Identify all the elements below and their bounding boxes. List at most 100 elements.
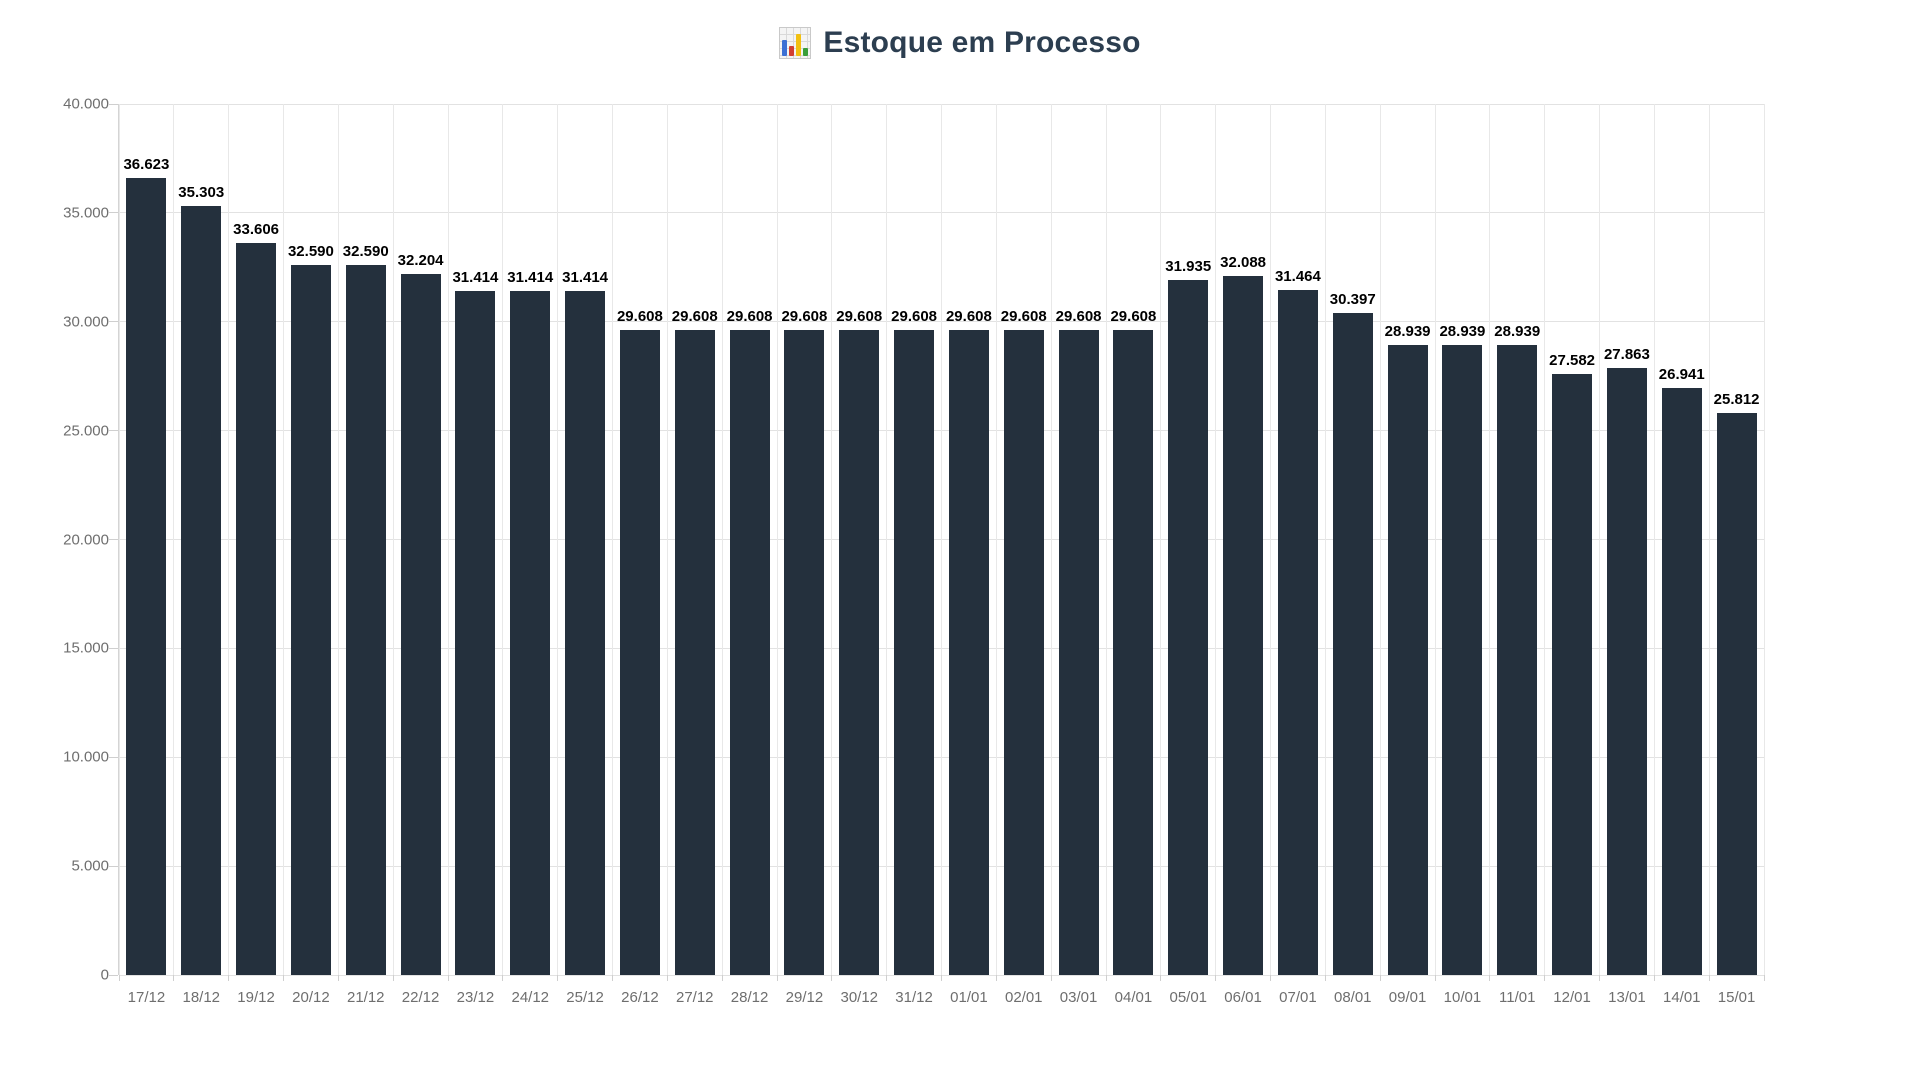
x-axis-tick-label: 24/12	[511, 989, 550, 1006]
bar-value-label: 29.608	[945, 308, 992, 325]
x-gridline	[173, 104, 175, 975]
bar-value-label: 32.204	[397, 252, 444, 269]
bar[interactable]	[948, 330, 989, 975]
x-axis-tick-label: 08/01	[1333, 989, 1372, 1006]
x-gridline	[502, 104, 504, 975]
bar[interactable]	[290, 265, 331, 975]
x-axis-tick	[447, 975, 449, 981]
y-axis-tick-label: 35.000	[63, 204, 109, 222]
bar[interactable]	[1387, 345, 1428, 975]
bar-value-label: 29.608	[726, 308, 773, 325]
y-axis-tick	[109, 430, 118, 432]
x-gridline	[666, 104, 668, 975]
bar[interactable]	[345, 265, 386, 975]
bar-value-label: 31.935	[1165, 258, 1212, 275]
bar[interactable]	[1552, 374, 1593, 975]
x-gridline	[1379, 104, 1381, 975]
bar[interactable]	[1113, 330, 1154, 975]
bar-value-label: 29.608	[891, 308, 938, 325]
bar-value-label: 28.939	[1439, 323, 1486, 340]
bar[interactable]	[236, 243, 277, 975]
x-axis-tick	[228, 975, 230, 981]
x-gridline	[228, 104, 230, 975]
y-axis-tick	[109, 212, 118, 214]
bar[interactable]	[1223, 276, 1264, 975]
bar[interactable]	[1003, 330, 1044, 975]
chart-title: Estoque em Processo	[823, 26, 1141, 59]
bar-value-label: 29.608	[1110, 308, 1157, 325]
x-axis-tick-label: 06/01	[1224, 989, 1262, 1006]
bar[interactable]	[784, 330, 825, 975]
y-axis-tick-label: 25.000	[63, 422, 109, 440]
bar[interactable]	[619, 330, 660, 975]
bar[interactable]	[1442, 345, 1483, 975]
x-axis-tick	[1653, 975, 1655, 981]
bar-value-label: 27.863	[1603, 346, 1650, 363]
bar[interactable]	[126, 178, 167, 975]
bar-value-label: 36.623	[123, 156, 170, 173]
x-axis-tick	[1160, 975, 1162, 981]
x-axis-tick	[1489, 975, 1491, 981]
x-gridline	[118, 104, 120, 975]
bar-value-label: 26.941	[1658, 366, 1705, 383]
x-gridline	[1544, 104, 1546, 975]
x-axis-tick-label: 05/01	[1169, 989, 1208, 1006]
x-axis-tick	[1105, 975, 1107, 981]
bar[interactable]	[1332, 313, 1373, 975]
x-axis-tick	[831, 975, 833, 981]
bar[interactable]	[839, 330, 880, 975]
x-axis-tick	[941, 975, 942, 981]
x-gridline	[1763, 104, 1765, 975]
bar-value-label: 25.812	[1713, 391, 1760, 408]
bar[interactable]	[1277, 290, 1318, 975]
bar-value-label: 32.590	[342, 243, 389, 260]
x-axis-tick-label: 15/01	[1717, 989, 1756, 1006]
bar[interactable]	[510, 291, 551, 975]
bar[interactable]	[1716, 413, 1757, 975]
x-axis-tick	[557, 975, 559, 981]
bar[interactable]	[1661, 388, 1702, 975]
bar[interactable]	[455, 291, 496, 975]
bar[interactable]	[1606, 368, 1647, 975]
x-axis-tick	[612, 975, 613, 981]
x-axis-tick-label: 18/12	[182, 989, 221, 1006]
x-axis-tick	[392, 975, 394, 981]
bar[interactable]	[1168, 280, 1209, 975]
x-gridline	[392, 104, 394, 975]
x-axis-tick	[173, 975, 175, 981]
x-axis-tick	[118, 975, 120, 981]
x-axis-tick-label: 11/01	[1499, 989, 1536, 1006]
x-axis-tick	[1708, 975, 1710, 981]
x-gridline	[1105, 104, 1107, 975]
bar-value-label: 28.939	[1494, 323, 1541, 340]
y-axis-tick	[109, 539, 118, 540]
bar-value-label: 35.303	[178, 184, 225, 201]
bar[interactable]	[181, 206, 222, 975]
x-axis-tick-label: 10/01	[1443, 989, 1482, 1006]
plot-area[interactable]: 40.000 35.000 30.000 25.000 20.000 15.000 10.0…	[63, 96, 1765, 1006]
emoji-bar-blue	[782, 40, 788, 56]
bar-value-label: 29.608	[1000, 308, 1047, 325]
bar[interactable]	[565, 291, 606, 975]
bar[interactable]	[1058, 330, 1099, 975]
bar[interactable]	[894, 330, 935, 975]
emoji-bar-red	[789, 46, 795, 56]
x-axis-tick-label: 29/12	[785, 989, 824, 1006]
x-gridline	[447, 104, 449, 975]
x-axis-tick-label: 07/01	[1279, 989, 1317, 1006]
x-axis-tick	[1270, 975, 1271, 981]
bar-value-label: 29.608	[836, 308, 883, 325]
x-axis-tick	[1050, 975, 1052, 981]
x-gridline	[1653, 104, 1655, 975]
x-axis-tick-label: 21/12	[346, 989, 385, 1006]
bar[interactable]	[400, 274, 441, 975]
x-axis-tick	[666, 975, 668, 981]
bar-value-label: 30.397	[1329, 291, 1376, 308]
x-axis-tick-label: 03/01	[1059, 989, 1098, 1006]
bar[interactable]	[674, 330, 715, 975]
bar[interactable]	[1497, 345, 1538, 975]
x-axis-tick	[886, 975, 888, 981]
x-axis-tick-label: 27/12	[675, 989, 714, 1006]
x-gridline	[337, 104, 339, 975]
bar[interactable]	[729, 330, 770, 975]
